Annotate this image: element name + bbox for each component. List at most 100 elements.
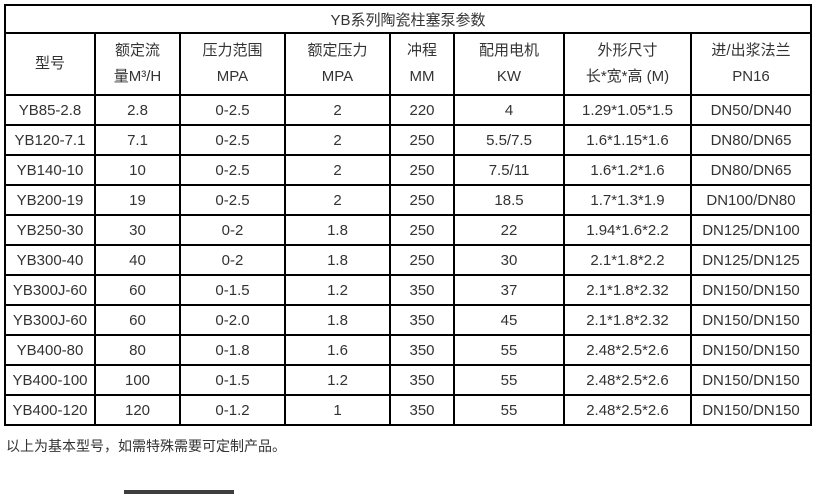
table-cell: DN125/DN125 bbox=[689, 244, 813, 276]
table-cell: 4 bbox=[453, 94, 565, 126]
table-cell: 1.2 bbox=[284, 364, 391, 396]
table-cell: 55 bbox=[453, 394, 565, 426]
footer-note: 以上为基本型号，如需特殊需要可定制产品。 bbox=[6, 438, 286, 454]
table-cell: DN150/DN150 bbox=[689, 364, 813, 396]
table-cell: 1.7*1.3*1.9 bbox=[563, 184, 692, 216]
table-cell: 1.6 bbox=[284, 334, 391, 366]
table-cell: DN150/DN150 bbox=[689, 304, 813, 336]
table-cell: 2.1*1.8*2.32 bbox=[563, 274, 692, 306]
table-cell: DN150/DN150 bbox=[689, 274, 813, 306]
table-cell: 2.48*2.5*2.6 bbox=[563, 394, 692, 426]
table-cell: 250 bbox=[389, 154, 455, 186]
table-cell: 55 bbox=[453, 334, 565, 366]
table-cell: 0-2 bbox=[179, 214, 286, 246]
table-cell: 250 bbox=[389, 124, 455, 156]
table-cell: YB400-120 bbox=[4, 394, 96, 426]
table-cell: 45 bbox=[453, 304, 565, 336]
table-cell: YB300J-60 bbox=[4, 304, 96, 336]
table-cell: DN50/DN40 bbox=[689, 94, 813, 126]
table-cell: DN80/DN65 bbox=[689, 154, 813, 186]
table-cell: 1 bbox=[284, 394, 391, 426]
table-row: YB200-19 19 0-2.5 2 250 18.5 1.7*1.3*1.9 DN100/… bbox=[4, 184, 813, 216]
table-row: YB300J-60 60 0-2.0 1.8 350 45 2.1*1.8*2.32 DN15… bbox=[4, 304, 813, 336]
table-cell: 2.1*1.8*2.2 bbox=[563, 244, 692, 276]
table-row: YB300-40 40 0-2 1.8 250 30 2.1*1.8*2.2 DN125/DN… bbox=[4, 244, 813, 276]
column-header: 额定压力 MPA bbox=[284, 32, 391, 96]
table-cell: 0-2.5 bbox=[179, 154, 286, 186]
table-cell: 37 bbox=[453, 274, 565, 306]
table-cell: 2.1*1.8*2.32 bbox=[563, 304, 692, 336]
table-cell: 350 bbox=[389, 334, 455, 366]
table-cell: 0-1.5 bbox=[179, 364, 286, 396]
table-cell: 55 bbox=[453, 364, 565, 396]
table-cell: 250 bbox=[389, 214, 455, 246]
column-header-line2: MM bbox=[409, 68, 435, 85]
column-header-line2: KW bbox=[496, 68, 522, 85]
column-header: 压力范围 MPA bbox=[179, 32, 286, 96]
column-header-line1: 冲程 bbox=[406, 42, 437, 59]
table-cell: 60 bbox=[94, 304, 181, 336]
table-cell: 1.29*1.05*1.5 bbox=[563, 94, 692, 126]
table-cell: 30 bbox=[453, 244, 565, 276]
column-header: 冲程 MM bbox=[389, 32, 455, 96]
table-cell: 22 bbox=[453, 214, 565, 246]
column-header-line1: 额定流 bbox=[114, 42, 160, 59]
table-cell: 30 bbox=[94, 214, 181, 246]
table-cell: DN100/DN80 bbox=[689, 184, 813, 216]
table-row: YB400-120 120 0-1.2 1 350 55 2.48*2.5*2.6 DN150… bbox=[4, 394, 813, 426]
column-header-line2: MPA bbox=[216, 68, 249, 85]
table-body: YB85-2.8 2.8 0-2.5 2 220 4 1.29*1.05*1.5 DN50/D… bbox=[4, 94, 813, 426]
table-cell: YB300-40 bbox=[4, 244, 96, 276]
table-cell: DN150/DN150 bbox=[689, 394, 813, 426]
table-cell: 7.5/11 bbox=[453, 154, 565, 186]
table-cell: YB300J-60 bbox=[4, 274, 96, 306]
table-cell: YB400-80 bbox=[4, 334, 96, 366]
table-cell: 0-2.5 bbox=[179, 184, 286, 216]
table-cell: 0-2 bbox=[179, 244, 286, 276]
table-row: YB400-80 80 0-1.8 1.6 350 55 2.48*2.5*2.6 DN150… bbox=[4, 334, 813, 366]
partial-bottom-bar bbox=[124, 490, 234, 494]
column-header-line2: PN16 bbox=[732, 68, 770, 85]
table-cell: 40 bbox=[94, 244, 181, 276]
column-header: 额定流量M³/H bbox=[94, 32, 181, 96]
table-row: YB400-100 100 0-1.5 1.2 350 55 2.48*2.5*2.6 DN1… bbox=[4, 364, 813, 396]
table-cell: 250 bbox=[389, 184, 455, 216]
table-cell: 1.94*1.6*2.2 bbox=[563, 214, 692, 246]
table-cell: 19 bbox=[94, 184, 181, 216]
table-cell: 350 bbox=[389, 394, 455, 426]
column-header-line1: 压力范围 bbox=[202, 42, 263, 59]
table-cell: 0-1.8 bbox=[179, 334, 286, 366]
table-cell: 1.8 bbox=[284, 214, 391, 246]
table-row: YB140-10 10 0-2.5 2 250 7.5/11 1.6*1.2*1.6 DN80… bbox=[4, 154, 813, 186]
pump-spec-table: YB系列陶瓷柱塞泵参数 型号 额定流 量M³/H 压力范围 MPA 额定压力 MPA 冲程 MM… bbox=[3, 4, 813, 426]
table-cell: 250 bbox=[389, 244, 455, 276]
table-cell: DN125/DN100 bbox=[689, 214, 813, 246]
table-cell: 1.6*1.2*1.6 bbox=[563, 154, 692, 186]
column-header: 进/出浆法兰 PN16 bbox=[689, 32, 813, 96]
column-header-line2: MPA bbox=[321, 68, 354, 85]
column-header: 配用电机 KW bbox=[453, 32, 565, 96]
table-cell: 0-2.5 bbox=[179, 94, 286, 126]
table-cell: 10 bbox=[94, 154, 181, 186]
table-cell: 2 bbox=[284, 124, 391, 156]
column-header-line2: 量M³/H bbox=[113, 68, 162, 85]
table-cell: YB140-10 bbox=[4, 154, 96, 186]
table-cell: 0-1.5 bbox=[179, 274, 286, 306]
table-cell: 350 bbox=[389, 364, 455, 396]
column-header-line2: 长*宽*高 (M) bbox=[585, 68, 670, 85]
table-cell: YB250-30 bbox=[4, 214, 96, 246]
table-header-row: 型号 额定流 量M³/H 压力范围 MPA 额定压力 MPA 冲程 MM 配用电机 KW 外形尺寸 长*… bbox=[4, 32, 813, 96]
column-header-line1: 进/出浆法兰 bbox=[711, 42, 791, 59]
column-header-line1: 外形尺寸 bbox=[597, 42, 658, 59]
table-cell: 1.6*1.15*1.6 bbox=[563, 124, 692, 156]
table-row: YB300J-60 60 0-1.5 1.2 350 37 2.1*1.8*2.32 DN15… bbox=[4, 274, 813, 306]
table-cell: 2 bbox=[284, 154, 391, 186]
table-row: YB250-30 30 0-2 1.8 250 22 1.94*1.6*2.2 DN125/D… bbox=[4, 214, 813, 246]
table-cell: 1.2 bbox=[284, 274, 391, 306]
table-cell: 80 bbox=[94, 334, 181, 366]
table-cell: 18.5 bbox=[453, 184, 565, 216]
column-header: 型号 bbox=[4, 32, 96, 96]
column-header-line1: 额定压力 bbox=[307, 42, 368, 59]
table-cell: 2.8 bbox=[94, 94, 181, 126]
